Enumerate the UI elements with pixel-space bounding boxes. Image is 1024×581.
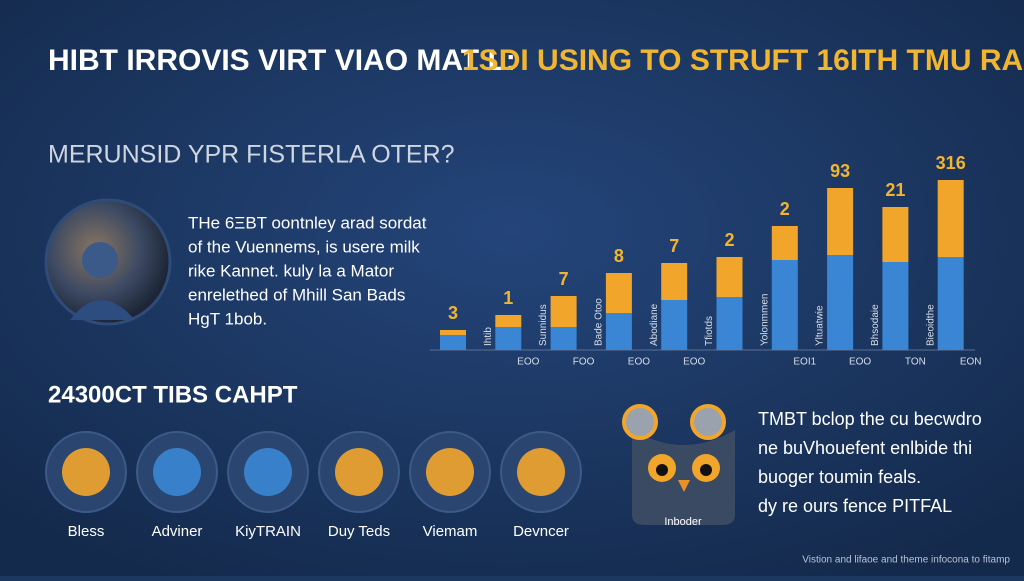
x-tick-label: EOO [628, 357, 650, 368]
mascot-body [632, 430, 735, 525]
bar-segment [440, 330, 466, 335]
bar-segment [440, 335, 466, 350]
bar-tag: Ihtib [483, 327, 494, 346]
tip-label: KiyTRAIN [235, 523, 301, 540]
mascot-ear [690, 404, 726, 440]
bar-segment [937, 180, 964, 257]
photo-figure [82, 242, 118, 278]
tip-label: Adviner [152, 523, 203, 540]
bar-segment [882, 262, 909, 350]
bar-segment [550, 327, 577, 350]
bar-tag: Yltuatwie [815, 305, 826, 346]
bar-segment [716, 257, 743, 297]
bar-top-label: 1 [503, 288, 513, 308]
bar-tag: Bade Otoo [594, 298, 605, 346]
x-tick-label: TON [905, 357, 926, 368]
bar-segment [605, 313, 632, 350]
x-tick-label: EOI1 [793, 357, 816, 368]
bar-top-label: 3 [448, 303, 458, 323]
mascot-ear [622, 404, 658, 440]
x-tick-label: EOO [517, 357, 539, 368]
tip-icon-inner [244, 448, 292, 496]
mascot-beak [678, 480, 690, 492]
title-highlight: 1SDI USING TO STRUFT 16ITH TMU RASE [462, 44, 1024, 77]
bar-top-label: 93 [830, 161, 850, 181]
intro-line: HgT 1bob. [188, 309, 267, 328]
bar-tag: Abodiane [649, 303, 660, 346]
tips: Bless Adviner KiyTRAIN Duy Teds Viemam Devnce… [45, 431, 582, 540]
bar-segment [661, 300, 688, 350]
bar-segment [550, 296, 577, 327]
bar-segment [771, 226, 798, 260]
tip-icon-inner [426, 448, 474, 496]
tip-icon-inner [62, 448, 110, 496]
intro-heading: MERUNSID YPR FISTERLA OTER? [48, 141, 455, 169]
tip-label: Devncer [513, 523, 569, 540]
x-tick-label: EON [960, 357, 982, 368]
tip-icon-inner [517, 448, 565, 496]
tips-heading: 24300CT TIBS CAHPT [48, 381, 298, 408]
x-tick-label: EOO [683, 357, 705, 368]
note-line: buoger toumin feals. [758, 467, 921, 487]
mascot-label: Inboder [664, 516, 702, 528]
bar-segment [882, 207, 909, 262]
mascot-pupil [656, 464, 668, 476]
bar-segment [495, 315, 522, 327]
title: HIBT IRROVIS VIRT VIAO MAT L: [48, 44, 516, 77]
intro-line: enrelethed of Mhill San Bads [188, 285, 405, 304]
note-text: TMBT bclop the cu becwdro ne buVhouefent … [758, 409, 982, 516]
bar-segment [495, 327, 522, 350]
tip-icon-inner [335, 448, 383, 496]
bar-tag: Sunnidus [538, 304, 549, 346]
bar-top-label: 316 [936, 153, 966, 173]
bar-segment [716, 297, 743, 350]
bar-tag: Bhsodaie [870, 304, 881, 346]
bar-segment [605, 273, 632, 313]
tip-label: Viemam [423, 523, 478, 540]
tip-label: Duy Teds [328, 523, 390, 540]
bar-segment [661, 263, 688, 300]
bar-top-label: 7 [559, 269, 569, 289]
bar-segment [771, 260, 798, 350]
note-line: dy re ours fence PITFAL [758, 496, 952, 516]
x-tick-label: EOO [849, 357, 871, 368]
tip-label: Bless [68, 523, 105, 540]
bar-top-label: 2 [780, 199, 790, 219]
tip-icon-inner [153, 448, 201, 496]
bar-top-label: 21 [885, 180, 905, 200]
intro-text: THe 6ΞBT oontnley arad sordat of the Vuen… [188, 213, 427, 328]
intro-line: rike Kannet. kuly la a Mator [188, 261, 394, 280]
bar-segment [827, 255, 854, 350]
mascot [622, 404, 735, 525]
intro-line: THe 6ΞBT oontnley arad sordat [188, 213, 427, 232]
footer: Vistion and lifaoe and theme infocona to… [802, 555, 1010, 566]
bar-top-label: 2 [724, 230, 734, 250]
bar-segment [937, 257, 964, 350]
photo-figure [70, 300, 135, 320]
mascot-pupil [700, 464, 712, 476]
note-line: TMBT bclop the cu becwdro [758, 409, 982, 429]
chart: 3 1 EOO Ihtib 7 FOO Sunnidus 8 EOO Bade Otoo 7 EOO A… [440, 153, 982, 368]
bar-tag: Yolonmmen [759, 294, 770, 346]
bar-segment [827, 188, 854, 255]
intro-line: of the Vuennems, is usere milk [188, 237, 420, 256]
note-line: ne buVhouefent enlbide thi [758, 438, 972, 458]
x-tick-label: FOO [573, 357, 595, 368]
bar-top-label: 8 [614, 246, 624, 266]
bar-tag: Bieoidthe [925, 304, 936, 346]
bar-top-label: 7 [669, 236, 679, 256]
bar-tag: Tfiotds [704, 316, 715, 346]
